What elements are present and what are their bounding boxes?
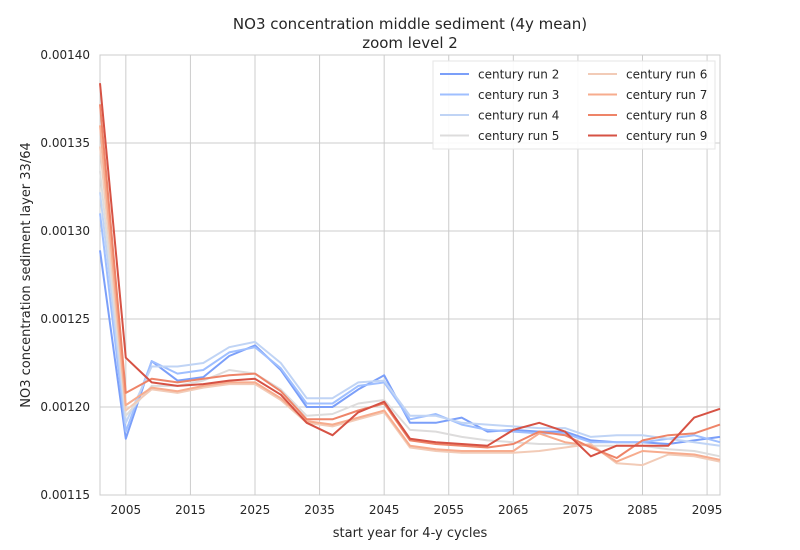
x-tick-label: 2095 xyxy=(692,503,723,517)
chart-title: NO3 concentration middle sediment (4y me… xyxy=(233,15,587,33)
x-tick-label: 2045 xyxy=(369,503,400,517)
y-axis-label: NO3 concentration sediment layer 33/64 xyxy=(19,142,34,408)
legend-label: century run 3 xyxy=(478,88,559,102)
x-tick-label: 2015 xyxy=(175,503,206,517)
tick-labels: 2005 2015 2025 2035 2045 2055 2065 2075 2085 2095… xyxy=(40,48,722,517)
legend-label: century run 8 xyxy=(626,109,707,123)
y-tick-label: 0.00120 xyxy=(40,400,90,414)
series-line-6 xyxy=(99,146,721,467)
series-line-7 xyxy=(99,125,721,463)
x-tick-label: 2025 xyxy=(240,503,271,517)
series-line-3 xyxy=(99,213,721,444)
legend-label: century run 9 xyxy=(626,129,707,143)
series-line-4 xyxy=(99,192,721,447)
x-tick-label: 2035 xyxy=(304,503,335,517)
x-tick-label: 2085 xyxy=(627,503,658,517)
x-tick-label: 2005 xyxy=(111,503,142,517)
plot-area xyxy=(99,54,721,496)
x-tick-label: 2075 xyxy=(563,503,594,517)
legend-label: century run 6 xyxy=(626,68,707,82)
legend-label: century run 2 xyxy=(478,68,559,82)
series-line-8 xyxy=(99,104,721,459)
legend-box xyxy=(432,60,716,150)
x-axis-label: start year for 4-y cycles xyxy=(333,526,488,541)
legend-label: century run 5 xyxy=(478,129,559,143)
series-line-9 xyxy=(99,83,721,458)
y-tick-label: 0.00115 xyxy=(40,488,90,502)
legend-label: century run 4 xyxy=(478,109,559,123)
x-tick-label: 2065 xyxy=(498,503,529,517)
legend: century run 2 century run 3 century run 4 c… xyxy=(432,60,716,150)
series-group xyxy=(99,83,721,467)
y-tick-label: 0.00125 xyxy=(40,312,90,326)
y-tick-label: 0.00135 xyxy=(40,136,90,150)
chart-subtitle: zoom level 2 xyxy=(362,34,458,52)
y-tick-label: 0.00130 xyxy=(40,224,90,238)
x-tick-label: 2055 xyxy=(433,503,464,517)
y-tick-label: 0.00140 xyxy=(40,48,90,62)
legend-label: century run 7 xyxy=(626,88,707,102)
